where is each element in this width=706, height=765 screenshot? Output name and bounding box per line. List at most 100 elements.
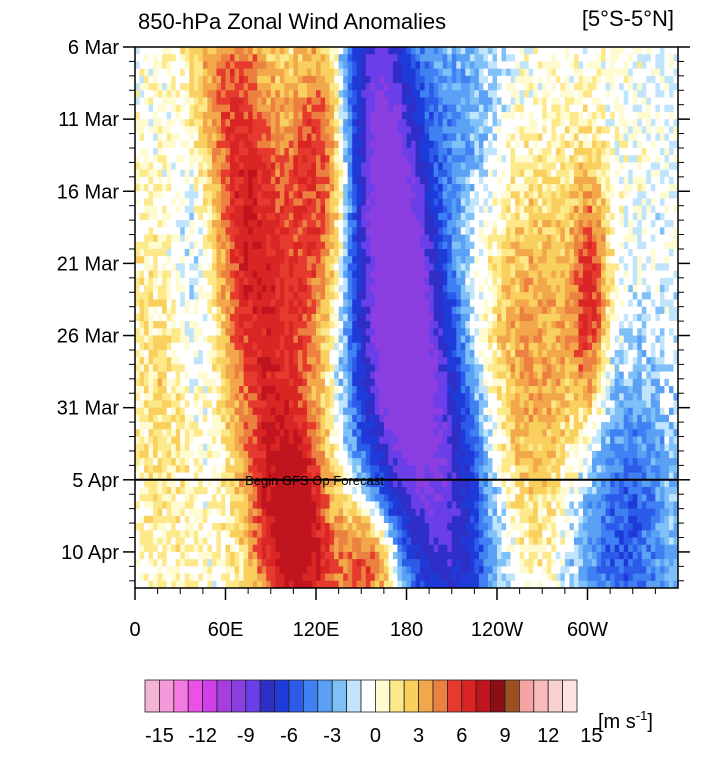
field-cell <box>279 299 285 308</box>
field-cell <box>650 68 656 77</box>
field-cell <box>325 61 331 70</box>
field-cell <box>320 140 326 149</box>
field-cell <box>248 176 254 185</box>
field-cell <box>478 68 485 77</box>
field-cell <box>225 227 231 236</box>
field-cell <box>524 277 530 286</box>
field-cell <box>239 75 245 84</box>
field-cell <box>157 133 163 142</box>
field-cell <box>433 133 439 142</box>
field-cell <box>365 61 371 70</box>
field-cell <box>275 299 281 308</box>
field-cell <box>279 328 285 337</box>
field-cell <box>198 292 204 301</box>
field-cell <box>623 61 629 70</box>
field-cell <box>537 162 543 171</box>
field-cell <box>623 321 629 329</box>
field-cell <box>492 241 498 250</box>
field-cell <box>524 205 530 214</box>
field-cell <box>456 147 462 156</box>
field-cell <box>537 126 543 135</box>
field-cell <box>438 90 444 99</box>
field-cell <box>175 205 181 214</box>
field-cell <box>641 90 647 99</box>
field-cell <box>325 97 331 106</box>
field-cell <box>343 256 349 264</box>
field-cell <box>483 270 489 279</box>
field-cell <box>515 54 521 63</box>
field-cell <box>555 277 561 286</box>
field-cell <box>555 126 561 135</box>
field-cell <box>316 212 322 221</box>
field-cell <box>388 299 394 308</box>
field-cell <box>320 119 326 127</box>
field-cell <box>198 234 204 243</box>
field-cell <box>198 299 204 308</box>
field-cell <box>619 75 625 84</box>
field-cell <box>135 212 141 221</box>
field-cell <box>334 184 340 192</box>
field-cell <box>392 313 399 322</box>
field-cell <box>302 169 308 178</box>
field-cell <box>442 234 448 243</box>
field-cell <box>216 299 222 308</box>
field-cell <box>542 133 548 142</box>
field-cell <box>524 328 530 337</box>
field-cell <box>401 162 408 171</box>
field-cell <box>641 47 647 55</box>
field-cell <box>632 328 638 337</box>
field-cell <box>596 313 602 322</box>
field-cell <box>451 111 457 120</box>
field-cell <box>379 75 385 84</box>
field-cell <box>234 335 240 344</box>
field-cell <box>166 97 172 106</box>
field-cell <box>650 313 656 322</box>
field-cell <box>501 299 507 308</box>
field-cell <box>465 256 471 264</box>
field-cell <box>388 111 394 120</box>
field-cell <box>451 162 457 171</box>
field-cell <box>668 111 675 120</box>
field-cell <box>302 227 308 236</box>
field-cell <box>510 234 516 243</box>
field-row <box>135 234 678 243</box>
field-cell <box>284 270 290 279</box>
field-cell <box>528 75 534 84</box>
field-cell <box>243 277 249 286</box>
field-cell <box>302 234 308 243</box>
field-cell <box>293 162 299 171</box>
field-cell <box>637 292 643 301</box>
field-cell <box>573 133 580 142</box>
field-cell <box>469 47 475 55</box>
field-cell <box>297 176 304 185</box>
field-cell <box>474 248 480 257</box>
field-cell <box>193 155 199 164</box>
field-cell <box>406 241 412 250</box>
field-cell <box>139 147 145 156</box>
field-cell <box>189 169 195 178</box>
field-cell <box>487 54 494 63</box>
field-cell <box>551 155 557 164</box>
field-cell <box>605 75 611 84</box>
field-cell <box>587 47 593 55</box>
field-cell <box>668 270 675 279</box>
field-cell <box>202 119 209 127</box>
field-cell <box>555 61 561 70</box>
field-cell <box>334 328 340 337</box>
field-cell <box>632 205 638 214</box>
field-cell <box>216 248 222 257</box>
field-cell <box>646 147 652 156</box>
field-cell <box>605 68 611 77</box>
field-cell <box>320 162 326 171</box>
field-cell <box>248 47 254 55</box>
field-cell <box>483 90 489 99</box>
field-cell <box>483 119 489 127</box>
field-cell <box>573 285 580 293</box>
field-cell <box>429 212 435 221</box>
field-cell <box>515 191 521 200</box>
field-cell <box>248 191 254 200</box>
field-cell <box>334 321 340 329</box>
field-cell <box>252 227 258 236</box>
field-cell <box>560 227 566 236</box>
field-cell <box>411 335 417 344</box>
